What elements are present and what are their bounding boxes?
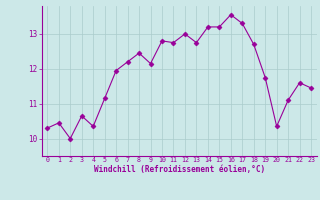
X-axis label: Windchill (Refroidissement éolien,°C): Windchill (Refroidissement éolien,°C) xyxy=(94,165,265,174)
